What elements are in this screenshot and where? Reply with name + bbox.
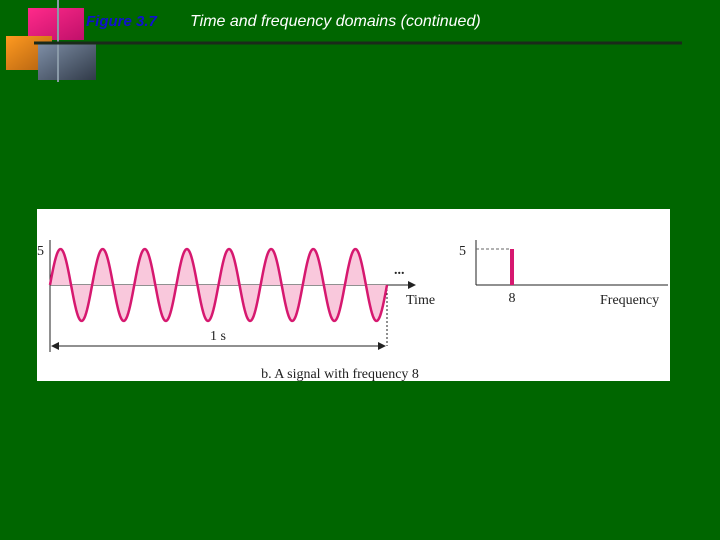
- ellipsis: ...: [394, 263, 405, 278]
- time-label: Time: [406, 293, 435, 308]
- signal-wave: [48, 247, 389, 323]
- figure-panel: [37, 209, 670, 381]
- caption: b. A signal with frequency 8: [261, 367, 419, 382]
- deco-square: [28, 8, 84, 40]
- freq-x-label: Frequency: [600, 293, 659, 308]
- deco-square: [38, 42, 96, 80]
- frequency-label: 8: [509, 291, 516, 306]
- period-label: 1 s: [210, 329, 226, 344]
- slide-title: Time and frequency domains (continued): [190, 13, 481, 30]
- amplitude-label: 5: [37, 244, 44, 259]
- frequency-bar: [510, 249, 514, 285]
- figure-label: Figure 3.7: [86, 13, 158, 30]
- freq-amplitude-label: 5: [459, 244, 466, 259]
